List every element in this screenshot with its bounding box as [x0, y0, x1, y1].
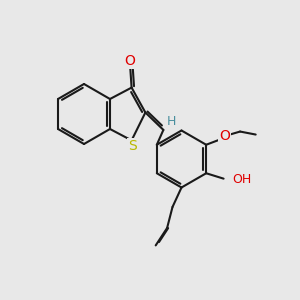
- Text: S: S: [128, 139, 136, 153]
- Text: OH: OH: [232, 173, 251, 186]
- Text: O: O: [124, 54, 136, 68]
- Text: H: H: [167, 115, 176, 128]
- Text: O: O: [219, 129, 230, 143]
